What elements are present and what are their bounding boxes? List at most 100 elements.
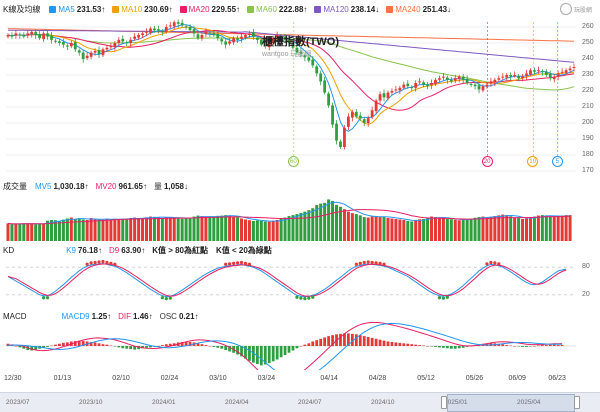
- volume-bar: [453, 219, 457, 241]
- volume-bar: [418, 219, 422, 241]
- checkbox-icon[interactable]: [112, 5, 120, 13]
- checkbox-icon[interactable]: [314, 5, 322, 13]
- osc-bar: [212, 346, 216, 347]
- kd-chart[interactable]: [0, 255, 600, 307]
- d9-legend[interactable]: D9 63.90↑: [109, 246, 145, 255]
- osc-bar: [228, 346, 232, 352]
- checkbox-icon[interactable]: [386, 5, 394, 13]
- dif-legend[interactable]: DIF 1.46↑: [118, 312, 152, 321]
- legend-label: MA20: [188, 4, 210, 14]
- candle-body: [279, 35, 283, 37]
- osc-bar: [255, 346, 259, 364]
- candle-body: [481, 86, 485, 91]
- volume-bar: [263, 221, 267, 241]
- checkbox-icon[interactable]: [179, 5, 187, 13]
- navigator-right-handle[interactable]: [574, 396, 580, 409]
- k9-legend[interactable]: K9 76.18↑: [66, 246, 102, 255]
- macd9-legend[interactable]: MACD9 1.25↑: [62, 312, 112, 321]
- legend-ma60[interactable]: MA60 222.88↑: [247, 5, 307, 14]
- osc-bar: [422, 345, 425, 347]
- volume-bar: [346, 211, 350, 241]
- volume-bar: [469, 218, 473, 241]
- mv20-legend[interactable]: MV20 961.65↑: [96, 182, 147, 191]
- osc-bar: [248, 346, 251, 361]
- candle-body: [335, 123, 338, 141]
- macd-title: MACD: [3, 311, 27, 321]
- mv5-label: MV5: [35, 181, 52, 191]
- overbought-dot: [228, 262, 232, 266]
- volume-bar: [406, 220, 410, 241]
- price-tick: 170: [582, 167, 594, 174]
- legend-label: MA240: [395, 4, 421, 14]
- osc-bar: [149, 346, 152, 348]
- osc-bar: [105, 344, 109, 346]
- mv20-value: 961.65↑: [118, 181, 147, 191]
- navigator-window[interactable]: [447, 394, 575, 412]
- volume-bar: [251, 220, 255, 241]
- volume-bar: [275, 219, 279, 241]
- ma-marker-5[interactable]: 5: [551, 156, 563, 167]
- candle-body: [497, 78, 501, 80]
- overbought-dot: [374, 261, 378, 265]
- volume-bar: [212, 216, 216, 241]
- price-chart[interactable]: [0, 16, 600, 174]
- legend-ma10[interactable]: MA10 230.69↑: [112, 5, 173, 14]
- volume-chart[interactable]: [0, 193, 600, 241]
- navigator-left-handle[interactable]: [441, 396, 447, 409]
- candle-body: [30, 31, 34, 35]
- osc-bar: [54, 344, 57, 346]
- macd-chart[interactable]: [0, 322, 600, 370]
- osc-bar: [362, 336, 366, 346]
- osc-bar: [497, 343, 501, 346]
- osc-bar: [537, 345, 540, 347]
- oversold-dot: [160, 296, 164, 300]
- overbought-dot: [247, 262, 252, 266]
- macd-legend: MACD MACD9 1.25↑ DIF 1.46↑ OSC 0.21↑: [3, 310, 206, 322]
- wantgoo-logo[interactable]: 玩股網: [560, 2, 596, 16]
- osc-bar: [271, 346, 275, 362]
- osc-bar: [46, 346, 49, 347]
- mv5-legend[interactable]: MV5 1,030.18↑: [35, 182, 89, 191]
- candle-body: [394, 89, 398, 91]
- ma-marker-10[interactable]: 10: [527, 156, 539, 167]
- checkbox-icon[interactable]: [247, 5, 255, 13]
- candle-body: [157, 29, 160, 31]
- range-navigator[interactable]: 2023/07 2023/10 2024/01 2024/04 2024/07 2024/…: [0, 392, 600, 412]
- volume-bar: [374, 216, 378, 241]
- candle-body: [236, 38, 239, 40]
- overbought-dot: [89, 261, 93, 265]
- candle-body: [58, 41, 61, 43]
- candle-body: [529, 70, 532, 75]
- volume-bar: [259, 220, 263, 241]
- legend-ma120[interactable]: MA120 238.14↓: [314, 5, 379, 14]
- osc-bar: [319, 338, 323, 346]
- volume-bar: [358, 215, 362, 241]
- osc-bar: [121, 346, 125, 349]
- osc-bar: [453, 346, 457, 349]
- osc-bar: [560, 345, 564, 346]
- legend-ma240[interactable]: MA240 251.43↓: [386, 5, 451, 14]
- volume-bar: [552, 217, 556, 241]
- d-line: [7, 263, 567, 297]
- volume-bar: [34, 224, 38, 241]
- osc-bar: [81, 341, 85, 346]
- ma-marker-20[interactable]: 20: [481, 156, 493, 167]
- volume-bar: [540, 215, 544, 241]
- legend-ma5[interactable]: MA5 231.53↑: [49, 5, 105, 14]
- volume-bar: [61, 219, 65, 241]
- oversold-dot: [307, 296, 311, 300]
- osc-bar: [133, 346, 137, 350]
- candle-body: [10, 35, 14, 37]
- price-tick: 200: [582, 119, 594, 126]
- candle-body: [184, 26, 188, 28]
- candle-body: [291, 43, 295, 48]
- ma-marker-60[interactable]: 60: [287, 156, 299, 167]
- candle-body: [473, 84, 477, 87]
- candle-body: [572, 67, 576, 68]
- legend-ma20[interactable]: MA20 229.55↑: [179, 4, 240, 14]
- volume-bar: [291, 215, 295, 241]
- checkbox-icon[interactable]: [49, 5, 57, 13]
- candle-body: [240, 36, 243, 39]
- k9-value: 76.18↑: [77, 245, 102, 255]
- volume-bar: [525, 218, 529, 241]
